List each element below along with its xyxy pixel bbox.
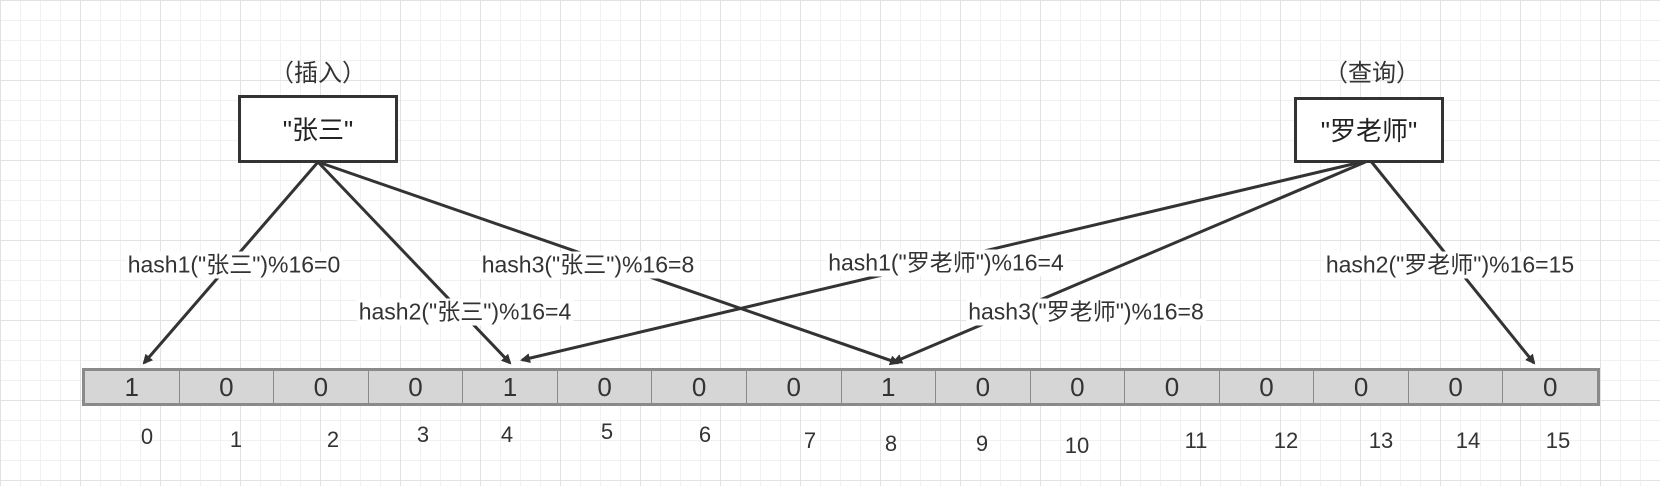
bit-cell-4: 1	[463, 371, 558, 403]
bit-cell-2: 0	[274, 371, 369, 403]
bit-index-0: 0	[140, 424, 154, 449]
bit-index-11: 11	[1184, 428, 1208, 453]
bit-index-7: 7	[803, 428, 817, 453]
bit-cell-13: 0	[1314, 371, 1409, 403]
bit-cell-15: 0	[1542, 371, 1558, 402]
bit-index-12: 12	[1273, 428, 1299, 453]
bit-cell-6: 0	[652, 371, 747, 403]
bit-index-14: 14	[1455, 428, 1481, 453]
insert-caption: （插入）	[270, 60, 366, 87]
bit-index-5: 5	[600, 419, 614, 444]
bit-index-8: 8	[884, 431, 898, 456]
insert-key-text: "张三"	[282, 115, 354, 145]
query-key-text: "罗老师"	[1320, 116, 1418, 146]
arrow-query-hash3	[892, 158, 1371, 364]
bit-index-1: 1	[229, 427, 243, 452]
bit-cell-0: 1	[85, 371, 180, 403]
bit-index-6: 6	[698, 422, 712, 447]
label-insert-hash3: hash3("张三")%16=8	[479, 251, 697, 279]
bit-cell-12: 0	[1220, 371, 1315, 403]
query-key-box	[1294, 97, 1444, 163]
bit-cell-5: 0	[558, 371, 653, 403]
label-query-hash2: hash2("罗老师")%16=15	[1323, 251, 1577, 279]
bit-array: 1 0 0 0 1 0 0 0 1 0 0 0 0 0 0 0	[82, 368, 1600, 406]
bit-cell-14: 0	[1409, 371, 1504, 403]
bit-cell-9: 0	[936, 371, 1031, 403]
bit-cell-7: 0	[747, 371, 842, 403]
label-insert-hash2: hash2("张三")%16=4	[356, 298, 574, 326]
bit-index-13: 13	[1368, 428, 1394, 453]
bit-cell-8: 1	[842, 371, 937, 403]
bit-cell-10: 0	[1031, 371, 1126, 403]
arrow-insert-hash2	[316, 160, 512, 365]
bit-cell-1: 0	[180, 371, 275, 403]
bit-index-9: 9	[975, 431, 989, 456]
bit-index-15: 15	[1545, 428, 1571, 453]
bit-index-10: 10	[1064, 433, 1090, 458]
query-caption: （查询）	[1324, 60, 1420, 87]
label-insert-hash1: hash1("张三")%16=0	[125, 251, 343, 279]
bit-index-3: 3	[416, 422, 430, 447]
bit-cell-11: 0	[1125, 371, 1220, 403]
insert-key-box	[238, 95, 398, 163]
bit-cell-3: 0	[369, 371, 464, 403]
bit-index-4: 4	[500, 422, 514, 447]
label-query-hash3: hash3("罗老师")%16=8	[966, 298, 1206, 326]
label-query-hash1: hash1("罗老师")%16=4	[826, 249, 1066, 277]
bit-index-2: 2	[326, 427, 340, 452]
